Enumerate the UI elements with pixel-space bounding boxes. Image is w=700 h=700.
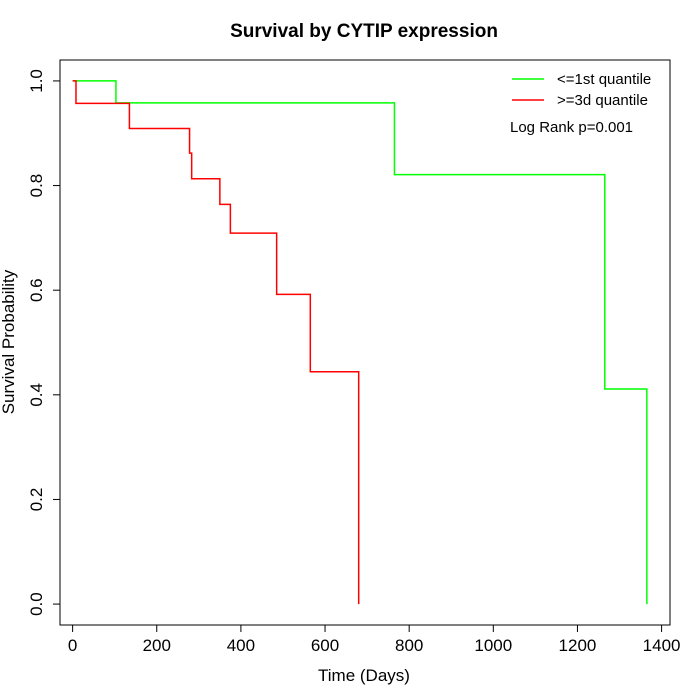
y-tick-label-3: 0.6 [27, 278, 46, 302]
log-rank-annotation: Log Rank p=0.001 [510, 119, 633, 136]
survival-curve-high [72, 80, 360, 605]
y-axis-label: Survival Probability [0, 269, 18, 414]
y-tick-label-1: 0.2 [27, 488, 46, 512]
legend-label-low: <=1st quantile [557, 71, 651, 88]
y-tick-label-0: 0.0 [27, 592, 46, 616]
survival-curve-low [72, 80, 648, 605]
x-axis-label: Time (Days) [318, 666, 410, 685]
plot-frame [59, 59, 671, 626]
x-tick-label-6: 1200 [559, 636, 597, 655]
x-tick-label-3: 600 [311, 636, 339, 655]
legend-label-high: >=3d quantile [557, 92, 648, 109]
x-tick-label-4: 800 [395, 636, 423, 655]
legend: <=1st quantile >=3d quantile [512, 71, 651, 109]
series-layer [72, 80, 648, 605]
y-axis: 0.0 0.2 0.4 0.6 0.8 1.0 [27, 69, 60, 616]
y-tick-label-2: 0.4 [27, 383, 46, 407]
x-tick-label-5: 1000 [474, 636, 512, 655]
x-tick-label-7: 1400 [643, 636, 681, 655]
x-tick-label-0: 0 [68, 636, 77, 655]
x-axis: 0 200 400 600 800 1000 1200 1400 [68, 625, 681, 655]
y-tick-label-5: 1.0 [27, 69, 46, 93]
x-tick-label-2: 400 [227, 636, 255, 655]
y-tick-label-4: 0.8 [27, 174, 46, 198]
x-tick-label-1: 200 [143, 636, 171, 655]
chart-title: Survival by CYTIP expression [230, 21, 498, 42]
